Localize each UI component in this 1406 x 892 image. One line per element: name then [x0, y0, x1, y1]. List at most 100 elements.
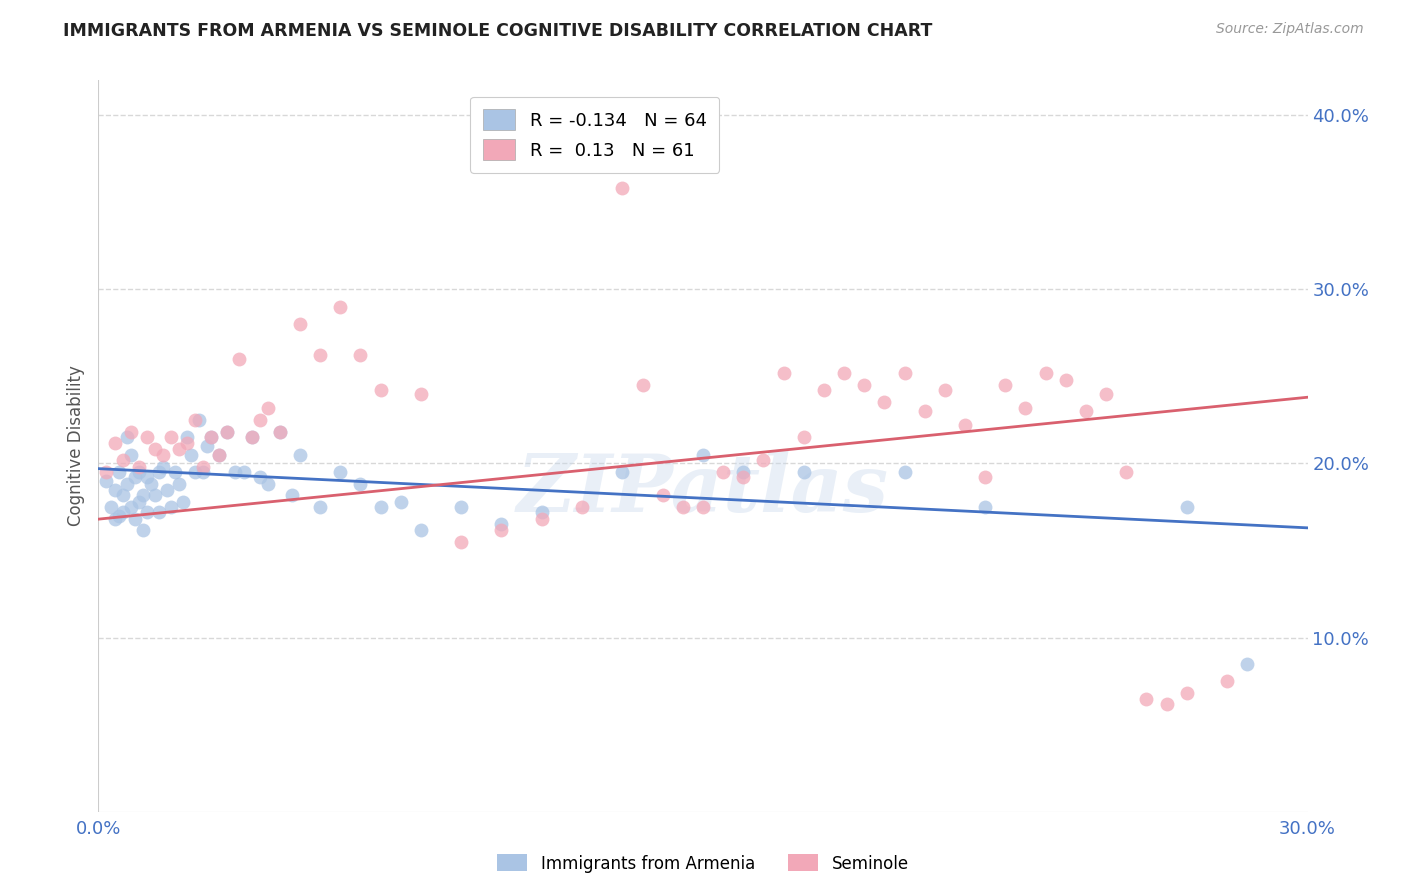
Point — [370, 384, 392, 398]
Point — [974, 470, 997, 484]
Point — [530, 512, 553, 526]
Point — [184, 413, 207, 427]
Point — [148, 505, 170, 519]
Point — [167, 477, 190, 491]
Point — [135, 505, 157, 519]
Point — [120, 500, 142, 514]
Point — [176, 435, 198, 450]
Point — [793, 465, 815, 479]
Point — [1074, 404, 1097, 418]
Point — [148, 465, 170, 479]
Point — [100, 500, 122, 514]
Point — [167, 442, 190, 457]
Point — [269, 425, 291, 439]
Point — [1175, 500, 1198, 514]
Point — [193, 465, 215, 479]
Point — [934, 384, 956, 398]
Point — [160, 430, 183, 444]
Point — [193, 459, 215, 474]
Point — [612, 181, 634, 195]
Point — [733, 470, 755, 484]
Point — [249, 413, 271, 427]
Point — [139, 477, 162, 491]
Point — [217, 425, 239, 439]
Point — [217, 425, 239, 439]
Point — [692, 448, 714, 462]
Point — [329, 465, 352, 479]
Point — [813, 384, 835, 398]
Point — [107, 465, 129, 479]
Point — [1014, 401, 1036, 415]
Point — [224, 465, 246, 479]
Point — [733, 465, 755, 479]
Point — [1135, 691, 1157, 706]
Point — [240, 430, 263, 444]
Point — [103, 512, 125, 526]
Text: Source: ZipAtlas.com: Source: ZipAtlas.com — [1216, 22, 1364, 37]
Point — [893, 366, 915, 380]
Point — [269, 425, 291, 439]
Legend: Immigrants from Armenia, Seminole: Immigrants from Armenia, Seminole — [491, 847, 915, 880]
Point — [1095, 386, 1118, 401]
Point — [370, 500, 392, 514]
Point — [124, 512, 146, 526]
Point — [256, 401, 278, 415]
Point — [115, 477, 138, 491]
Point — [180, 448, 202, 462]
Point — [240, 430, 263, 444]
Point — [672, 500, 695, 514]
Point — [132, 488, 155, 502]
Point — [111, 488, 134, 502]
Point — [491, 523, 513, 537]
Point — [135, 430, 157, 444]
Point — [692, 500, 714, 514]
Point — [571, 500, 593, 514]
Point — [200, 430, 222, 444]
Point — [107, 508, 129, 523]
Point — [111, 505, 134, 519]
Point — [208, 448, 231, 462]
Point — [752, 453, 775, 467]
Point — [349, 477, 371, 491]
Point — [530, 505, 553, 519]
Point — [120, 425, 142, 439]
Point — [160, 500, 183, 514]
Text: ZIPatlas: ZIPatlas — [517, 451, 889, 529]
Point — [188, 413, 211, 427]
Point — [793, 430, 815, 444]
Point — [953, 418, 976, 433]
Point — [288, 317, 311, 331]
Point — [228, 351, 250, 366]
Point — [491, 517, 513, 532]
Point — [329, 300, 352, 314]
Point — [450, 500, 472, 514]
Point — [873, 395, 896, 409]
Point — [288, 448, 311, 462]
Point — [832, 366, 855, 380]
Point — [132, 523, 155, 537]
Point — [124, 470, 146, 484]
Point — [1175, 686, 1198, 700]
Point — [103, 435, 125, 450]
Point — [309, 500, 332, 514]
Point — [128, 459, 150, 474]
Point — [172, 494, 194, 508]
Point — [281, 488, 304, 502]
Point — [156, 483, 179, 497]
Point — [152, 459, 174, 474]
Point — [631, 378, 654, 392]
Point — [128, 494, 150, 508]
Point — [184, 465, 207, 479]
Point — [128, 465, 150, 479]
Point — [1115, 465, 1137, 479]
Point — [1035, 366, 1057, 380]
Point — [103, 483, 125, 497]
Point — [772, 366, 794, 380]
Point — [143, 488, 166, 502]
Point — [1156, 697, 1178, 711]
Point — [1236, 657, 1258, 671]
Point — [450, 534, 472, 549]
Legend: R = -0.134   N = 64, R =  0.13   N = 61: R = -0.134 N = 64, R = 0.13 N = 61 — [470, 96, 720, 173]
Point — [994, 378, 1017, 392]
Point — [409, 386, 432, 401]
